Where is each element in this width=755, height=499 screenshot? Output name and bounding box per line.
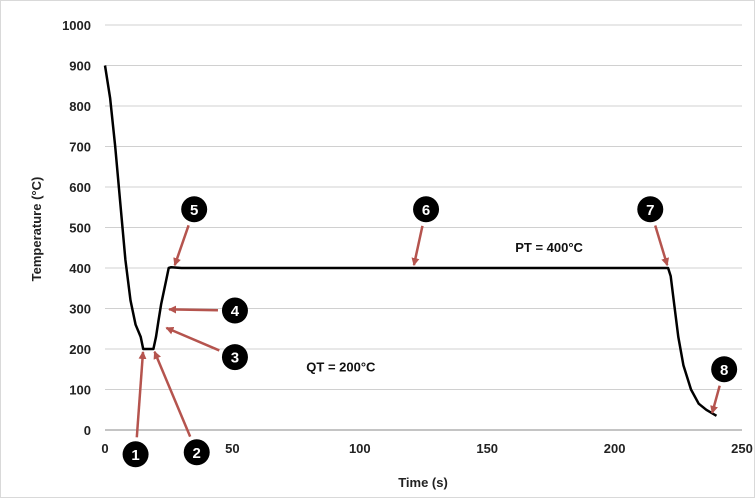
marker-badge: [221, 297, 248, 324]
marker-number: 1: [131, 447, 139, 464]
marker-arrow: [411, 225, 424, 267]
y-tick-label: 700: [69, 140, 91, 155]
y-tick-label: 300: [69, 302, 91, 317]
marker-arrow: [173, 224, 190, 267]
y-tick-label: 100: [69, 383, 91, 398]
y-tick-labels: 0 100 200 300 400 500 600 700 800 900 1000: [62, 18, 91, 438]
marker-arrow: [153, 350, 192, 438]
x-tick-label: 50: [225, 441, 239, 456]
y-tick-label: 400: [69, 261, 91, 276]
marker-arrow: [654, 225, 670, 267]
x-tick-label: 100: [349, 441, 371, 456]
marker-number: 8: [720, 362, 728, 379]
y-axis-title: Temperature (°C): [29, 177, 44, 282]
series-line: [103, 65, 718, 417]
marker-number: 3: [231, 350, 239, 367]
marker-arrow: [165, 326, 220, 352]
marker-badge: [711, 356, 738, 383]
x-tick-label: 0: [101, 441, 108, 456]
marker-number: 6: [422, 202, 430, 219]
marker-arrow: [168, 305, 218, 314]
text-annotation: QT = 200°C: [306, 359, 376, 374]
x-tick-labels: 0 50 100 150 200 250: [101, 441, 752, 456]
x-tick-label: 200: [604, 441, 626, 456]
text-annotation: PT = 400°C: [515, 240, 583, 255]
y-tick-label: 500: [69, 221, 91, 236]
marker-arrow: [710, 385, 721, 414]
marker-badge: [637, 196, 664, 223]
text-annotations: PT = 400°C QT = 200°C: [306, 240, 583, 374]
y-tick-label: 900: [69, 59, 91, 74]
x-axis-title: Time (s): [398, 475, 448, 490]
y-tick-label: 1000: [62, 18, 91, 33]
numbered-markers: 1 2 3 4 5 6 7 8: [122, 196, 738, 468]
x-tick-label: 250: [731, 441, 753, 456]
marker-number: 7: [646, 202, 654, 219]
y-tick-label: 600: [69, 180, 91, 195]
marker-number: 4: [231, 303, 240, 320]
marker-badge: [122, 441, 149, 468]
marker-number: 2: [193, 445, 201, 462]
y-tick-label: 0: [84, 423, 91, 438]
marker-badge: [221, 344, 248, 371]
y-tick-label: 800: [69, 99, 91, 114]
marker-badge: [413, 196, 440, 223]
marker-badge: [183, 439, 210, 466]
marker-arrow: [135, 350, 147, 438]
series-layer: [103, 65, 718, 417]
marker-number: 5: [190, 202, 198, 219]
marker-badge: [181, 196, 208, 223]
x-tick-label: 150: [476, 441, 498, 456]
y-tick-label: 200: [69, 342, 91, 357]
